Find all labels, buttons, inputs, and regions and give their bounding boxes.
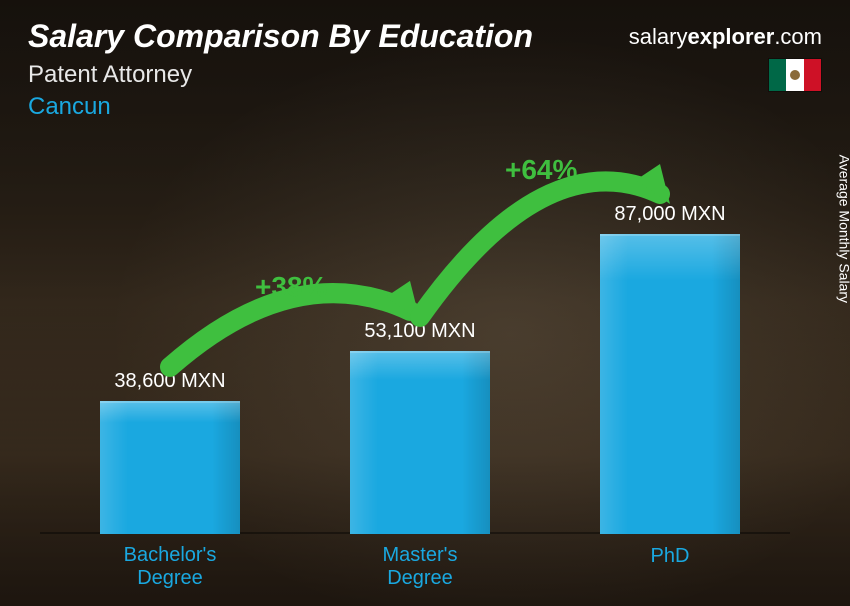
chart-location: Cancun [28, 93, 822, 121]
bar-value-label: 87,000 MXN [590, 203, 750, 226]
chart-subtitle: Patent Attorney [28, 61, 822, 89]
flag-emblem-icon [790, 70, 800, 80]
bar [100, 401, 240, 534]
brand-prefix: salary [629, 24, 688, 49]
bar-value-label: 53,100 MXN [340, 320, 500, 343]
brand-accent: explorer [687, 24, 774, 49]
flag-stripe-left [769, 59, 786, 91]
bar [350, 351, 490, 534]
flag-stripe-right [804, 59, 821, 91]
brand-label: salaryexplorer.com [629, 24, 822, 50]
bar-category-label: PhD [570, 545, 770, 568]
bar-category-label: Bachelor'sDegree [70, 544, 270, 590]
bar-category-label: Master'sDegree [320, 544, 520, 590]
bar [600, 234, 740, 534]
chart-area: 38,600 MXN Bachelor'sDegree 53,100 MXN Mast… [40, 140, 790, 606]
y-axis-label: Average Monthly Salary [836, 155, 850, 303]
country-flag-icon [768, 58, 822, 92]
brand-suffix: .com [774, 24, 822, 49]
jump-percent-label: +38% [255, 271, 327, 303]
jump-percent-label: +64% [505, 154, 577, 186]
bar-value-label: 38,600 MXN [90, 370, 250, 393]
